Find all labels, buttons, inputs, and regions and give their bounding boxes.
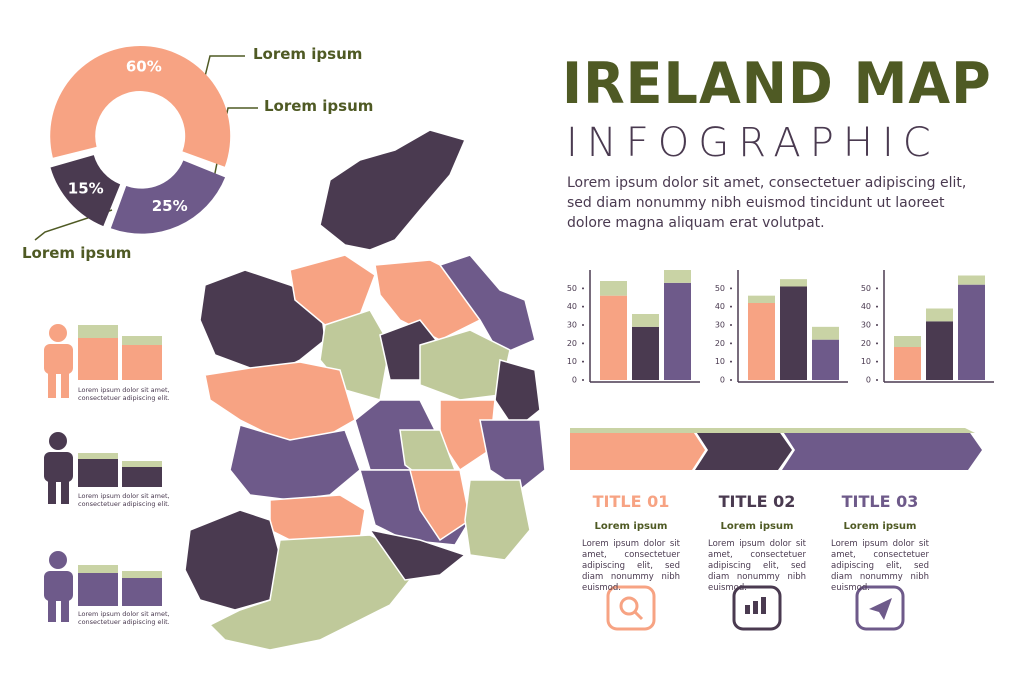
column-title: TITLE 01: [592, 492, 670, 511]
donut-label: Lorem ipsum: [22, 244, 132, 262]
y-tick: [876, 342, 878, 345]
y-tick-label: 50: [567, 284, 577, 293]
column-heading: Lorem ipsum: [720, 521, 794, 532]
y-tick-label: 40: [861, 302, 871, 311]
progress-arrow: [570, 428, 982, 470]
y-tick-label: 0: [572, 376, 577, 385]
subtitle: INFOGRAPHIC: [566, 120, 940, 166]
bar: [812, 339, 839, 380]
donut-segment: [50, 155, 121, 227]
donut-value-label: 25%: [152, 197, 188, 215]
y-tick-label: 30: [861, 321, 871, 330]
column-title: TITLE 03: [841, 492, 919, 511]
y-tick: [582, 324, 584, 326]
y-tick: [582, 379, 584, 381]
bar: [632, 326, 659, 380]
y-tick: [876, 305, 878, 308]
y-tick: [876, 324, 878, 326]
y-tick-label: 20: [861, 339, 871, 348]
y-tick-label: 0: [866, 376, 871, 385]
bar-cap: [812, 326, 839, 340]
column-heading: Lorem ipsum: [843, 521, 917, 532]
bar: [748, 303, 775, 380]
y-tick: [582, 360, 584, 363]
person-caption: Lorem ipsum dolor sit amet, consectetuer…: [78, 610, 170, 626]
y-tick-label: 10: [715, 357, 725, 366]
y-tick: [730, 342, 732, 345]
y-tick: [730, 305, 732, 308]
y-tick: [876, 379, 878, 381]
bar-cap: [894, 336, 921, 347]
y-tick-label: 50: [861, 284, 871, 293]
y-tick-label: 40: [567, 302, 577, 311]
bar-cap: [600, 281, 627, 296]
people-panel: [44, 324, 162, 622]
bar-cap: [780, 279, 807, 287]
column-text: Lorem ipsum dolor sit amet, consectetuer…: [582, 539, 680, 593]
bar: [780, 286, 807, 380]
bar: [894, 347, 921, 380]
bar-cap: [926, 308, 953, 322]
bar: [664, 282, 691, 380]
bar-cap: [748, 295, 775, 303]
y-tick-label: 30: [715, 321, 725, 330]
y-tick: [876, 360, 878, 363]
y-tick: [582, 287, 584, 290]
bar-charts: 0 10 20 30 40 50 0 10 20 30 40 50 0 10 20 30 40 50: [567, 270, 994, 385]
y-tick: [730, 379, 732, 381]
y-tick: [730, 287, 732, 290]
donut-label: Lorem ipsum: [253, 45, 363, 63]
donut-segment: [110, 160, 226, 234]
y-tick: [582, 305, 584, 308]
bar-cap: [958, 275, 985, 285]
donut-chart: 60% 25% 15%: [50, 46, 231, 234]
y-tick-label: 20: [567, 339, 577, 348]
y-tick-label: 20: [715, 339, 725, 348]
y-tick: [876, 287, 878, 290]
y-tick: [582, 342, 584, 345]
y-tick-label: 30: [567, 321, 577, 330]
person-caption: Lorem ipsum dolor sit amet, consectetuer…: [78, 492, 170, 508]
person-caption: Lorem ipsum dolor sit amet, consectetuer…: [78, 386, 170, 402]
icons: [606, 585, 905, 631]
y-tick-label: 10: [861, 357, 871, 366]
donut-value-label: 60%: [126, 58, 162, 76]
donut-segment: [50, 46, 231, 167]
bar-cap: [632, 314, 659, 327]
title: IRELAND MAP: [562, 50, 992, 117]
y-tick-label: 50: [715, 284, 725, 293]
donut-value-label: 15%: [68, 179, 104, 197]
y-tick-label: 10: [567, 357, 577, 366]
bar: [958, 284, 985, 380]
y-tick: [730, 324, 732, 326]
bar: [926, 321, 953, 380]
ireland-map: [184, 129, 546, 651]
y-tick: [730, 360, 732, 363]
column-title: TITLE 02: [718, 492, 796, 511]
column-heading: Lorem ipsum: [594, 521, 668, 532]
column-text: Lorem ipsum dolor sit amet, consectetuer…: [831, 539, 929, 593]
bar: [600, 295, 627, 380]
intro-text: Lorem ipsum dolor sit amet, consectetuer…: [567, 175, 967, 231]
y-tick-label: 0: [720, 376, 725, 385]
bar-cap: [664, 270, 691, 283]
y-tick-label: 40: [715, 302, 725, 311]
column-text: Lorem ipsum dolor sit amet, consectetuer…: [708, 539, 806, 593]
donut-label: Lorem ipsum: [264, 97, 374, 115]
